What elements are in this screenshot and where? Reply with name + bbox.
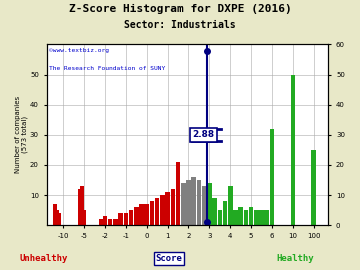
Bar: [217, 210, 222, 225]
Text: Sector: Industrials: Sector: Industrials: [124, 20, 236, 30]
Bar: [80, 186, 84, 225]
Bar: [144, 204, 149, 225]
Bar: [244, 210, 248, 225]
Bar: [118, 213, 123, 225]
Text: Healthy: Healthy: [276, 254, 314, 263]
Bar: [207, 183, 212, 225]
Bar: [181, 183, 185, 225]
Bar: [134, 207, 139, 225]
Bar: [55, 210, 59, 225]
Bar: [223, 201, 227, 225]
Bar: [233, 210, 238, 225]
Text: Z-Score Histogram for DXPE (2016): Z-Score Histogram for DXPE (2016): [69, 4, 291, 14]
Bar: [160, 195, 165, 225]
Bar: [311, 150, 316, 225]
Bar: [150, 201, 154, 225]
Bar: [192, 177, 196, 225]
Bar: [176, 162, 180, 225]
Bar: [270, 129, 274, 225]
Y-axis label: Number of companies
(573 total): Number of companies (573 total): [15, 96, 28, 173]
Bar: [165, 192, 170, 225]
Bar: [238, 207, 243, 225]
Bar: [186, 180, 191, 225]
Bar: [78, 189, 82, 225]
Bar: [53, 204, 57, 225]
Bar: [228, 186, 233, 225]
Bar: [103, 216, 107, 225]
Bar: [155, 198, 159, 225]
Text: ©www.textbiz.org: ©www.textbiz.org: [49, 48, 109, 53]
Bar: [129, 210, 133, 225]
Bar: [123, 213, 128, 225]
Bar: [249, 207, 253, 225]
Text: The Research Foundation of SUNY: The Research Foundation of SUNY: [49, 66, 166, 71]
Bar: [259, 210, 264, 225]
Bar: [265, 210, 269, 225]
Text: 2.88: 2.88: [193, 130, 215, 139]
Text: Score: Score: [156, 254, 183, 263]
Bar: [113, 219, 118, 225]
Bar: [139, 204, 144, 225]
Bar: [57, 213, 61, 225]
Bar: [82, 210, 86, 225]
Bar: [197, 180, 201, 225]
Bar: [99, 219, 104, 225]
Bar: [291, 75, 295, 225]
Bar: [202, 186, 206, 225]
Bar: [254, 210, 258, 225]
Bar: [171, 189, 175, 225]
Bar: [108, 219, 112, 225]
Bar: [212, 198, 217, 225]
Text: Unhealthy: Unhealthy: [19, 254, 67, 263]
